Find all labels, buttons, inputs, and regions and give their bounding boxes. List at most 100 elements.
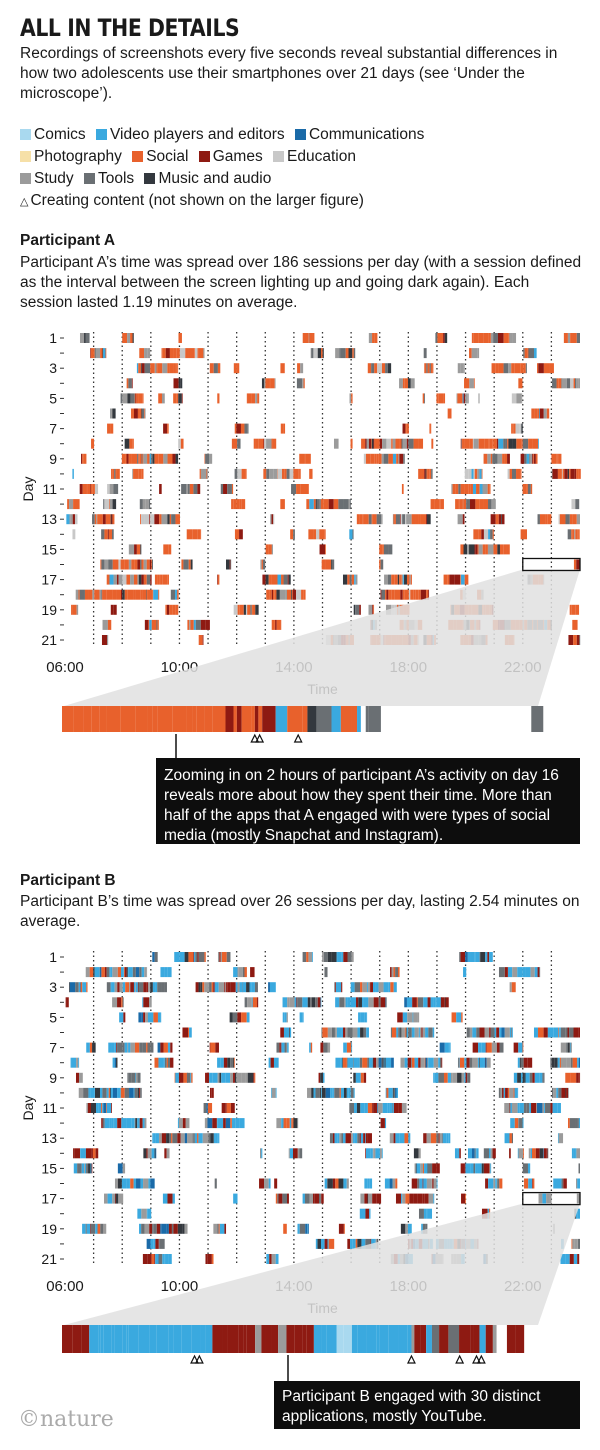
usage-segment — [488, 529, 491, 540]
usage-segment — [464, 1057, 466, 1068]
usage-segment — [546, 1148, 548, 1159]
usage-segment — [357, 1057, 360, 1068]
zoom-segment — [72, 1325, 82, 1353]
usage-segment — [532, 1178, 533, 1189]
zoom-segment — [157, 706, 173, 732]
usage-segment — [477, 544, 479, 555]
usage-segment — [447, 1072, 451, 1083]
usage-segment — [163, 1057, 165, 1068]
usage-segment — [291, 589, 293, 600]
usage-segment — [578, 378, 580, 389]
zoom-segment — [326, 1325, 337, 1353]
usage-segment — [124, 967, 127, 978]
usage-segment — [151, 1254, 155, 1264]
usage-segment — [579, 1072, 581, 1083]
usage-segment — [374, 363, 378, 374]
participant-a-callout: Zooming in on 2 hours of participant A’s… — [156, 758, 580, 844]
usage-segment — [121, 1118, 127, 1129]
zoom-segment — [156, 1325, 169, 1353]
usage-segment — [289, 1027, 291, 1038]
usage-segment — [131, 1072, 136, 1083]
zoom-segment — [448, 1325, 460, 1353]
usage-segment — [207, 1254, 212, 1264]
zoom-segment — [261, 1325, 266, 1353]
usage-segment — [428, 1057, 434, 1068]
usage-segment — [391, 1027, 397, 1038]
usage-segment — [104, 1118, 110, 1129]
usage-segment — [183, 1072, 187, 1083]
zoom-segment — [204, 706, 213, 732]
usage-segment — [358, 1012, 361, 1023]
usage-segment — [322, 348, 324, 359]
usage-segment — [179, 348, 186, 359]
zoom-segment — [414, 1325, 421, 1353]
usage-segment — [274, 1178, 278, 1189]
y-tick-label: 7 — [49, 1040, 57, 1056]
usage-segment — [106, 967, 110, 978]
usage-segment — [111, 1103, 112, 1113]
usage-segment — [166, 604, 170, 615]
usage-segment — [122, 333, 128, 343]
usage-segment — [572, 333, 577, 343]
usage-segment — [233, 967, 238, 978]
usage-segment — [137, 982, 139, 993]
usage-segment — [450, 1072, 453, 1083]
usage-segment — [150, 514, 155, 525]
usage-segment — [576, 1072, 579, 1083]
usage-segment — [169, 514, 172, 525]
usage-segment — [386, 1087, 389, 1098]
usage-segment — [343, 1223, 345, 1234]
usage-segment — [247, 1072, 254, 1083]
usage-segment — [255, 438, 259, 449]
usage-segment — [498, 438, 504, 449]
usage-segment — [72, 604, 77, 615]
usage-segment — [388, 589, 392, 600]
usage-segment — [147, 1208, 152, 1219]
usage-segment — [320, 997, 322, 1008]
usage-segment — [160, 1042, 164, 1053]
usage-segment — [418, 438, 424, 449]
usage-segment — [531, 1148, 536, 1159]
zoom-segment — [227, 1325, 239, 1353]
usage-segment — [141, 1012, 144, 1023]
usage-segment — [120, 393, 123, 404]
usage-segment — [103, 499, 105, 510]
usage-segment — [527, 1057, 528, 1068]
usage-segment — [536, 1103, 538, 1113]
usage-segment — [354, 1103, 357, 1113]
zoom-segment — [98, 1325, 101, 1353]
usage-segment — [269, 468, 274, 479]
y-axis-label: Day — [20, 477, 36, 502]
usage-segment — [158, 1254, 160, 1264]
usage-segment — [479, 1057, 484, 1068]
usage-segment — [110, 1087, 113, 1098]
usage-segment — [78, 982, 81, 993]
usage-segment — [418, 468, 422, 479]
usage-segment — [170, 1042, 173, 1053]
usage-segment — [349, 499, 351, 510]
usage-segment — [100, 1223, 104, 1234]
usage-segment — [311, 997, 316, 1008]
usage-segment — [485, 952, 488, 962]
usage-segment — [391, 1057, 394, 1068]
usage-segment — [102, 1087, 107, 1098]
usage-segment — [400, 589, 403, 600]
zoom-segment — [126, 1325, 129, 1353]
usage-segment — [402, 378, 405, 389]
usage-segment — [311, 1087, 314, 1098]
usage-segment — [490, 1148, 493, 1159]
usage-segment — [478, 1042, 482, 1053]
usage-segment — [135, 982, 136, 993]
usage-segment — [558, 1178, 562, 1189]
usage-segment — [152, 1223, 154, 1234]
usage-segment — [111, 468, 113, 479]
usage-segment — [213, 1223, 218, 1234]
usage-segment — [406, 997, 413, 1008]
usage-segment — [524, 453, 527, 464]
usage-segment — [183, 559, 189, 570]
usage-segment — [225, 1072, 231, 1083]
usage-segment — [103, 1103, 107, 1113]
usage-segment — [106, 982, 111, 993]
usage-segment — [520, 468, 522, 479]
usage-segment — [124, 1087, 130, 1098]
